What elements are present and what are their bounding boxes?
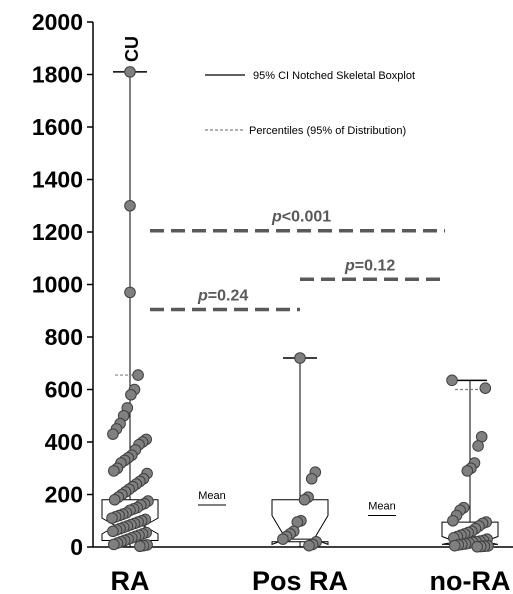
category-label: Pos RA	[252, 566, 348, 594]
data-point	[446, 374, 458, 387]
axes	[92, 22, 513, 548]
p-value-label: p=0.12	[344, 257, 395, 274]
comparison-lines: p<0.001 p=0.12 p=0.24	[150, 209, 447, 312]
y-tick-label: 1600	[32, 114, 83, 140]
y-tick-label: 400	[45, 429, 83, 455]
y-tick-label: 1400	[32, 167, 83, 193]
data-point	[108, 538, 120, 551]
y-tick-label: 2000	[32, 9, 83, 35]
y-tick-label: 1000	[32, 272, 83, 298]
data-point	[124, 286, 136, 299]
y-tick-label: 1800	[32, 62, 83, 88]
mean-label: Mean	[368, 501, 396, 513]
p-value-label: p=0.24	[197, 287, 248, 304]
mean-label: Mean	[198, 490, 226, 502]
y-tick-label: 0	[70, 534, 83, 560]
data-point	[461, 465, 474, 477]
data-point	[124, 66, 136, 78]
legend-solid-label: 95% CI Notched Skeletal Boxplot	[253, 70, 415, 82]
data-point	[107, 525, 119, 538]
data-point	[108, 465, 120, 477]
data-point	[447, 514, 459, 527]
y-axis-label: CU	[122, 36, 142, 62]
data-point	[479, 382, 492, 394]
data-point	[303, 539, 315, 552]
data-point	[125, 388, 137, 401]
p-value-label: p<0.001	[271, 209, 331, 226]
category-label: RA	[111, 566, 150, 594]
data-points	[106, 66, 494, 553]
data-point	[107, 428, 119, 440]
data-point	[277, 533, 289, 545]
data-point	[305, 472, 318, 485]
data-point	[448, 539, 461, 552]
y-tick-label: 1200	[32, 219, 83, 245]
data-point	[294, 352, 306, 364]
category-label: no-RA	[430, 566, 511, 594]
legend: 95% CI Notched Skeletal Boxplot Percenti…	[205, 70, 415, 137]
y-axis-ticks: 0 200 400 600 800 1000 1200 1400 1600 1800 2000	[32, 9, 93, 560]
y-tick-label: 800	[45, 324, 83, 350]
data-point	[471, 540, 484, 553]
legend-dashed-label: Percentiles (95% of Distribution)	[249, 125, 406, 137]
data-point	[472, 440, 484, 452]
data-point	[134, 540, 146, 553]
data-point	[108, 493, 121, 506]
category-labels: RA Pos RA no-RA	[111, 566, 511, 594]
data-point	[132, 369, 144, 381]
y-tick-label: 200	[45, 482, 83, 508]
data-point	[124, 199, 136, 212]
data-point	[106, 512, 118, 524]
data-point	[298, 493, 311, 506]
y-tick-label: 600	[45, 377, 83, 403]
